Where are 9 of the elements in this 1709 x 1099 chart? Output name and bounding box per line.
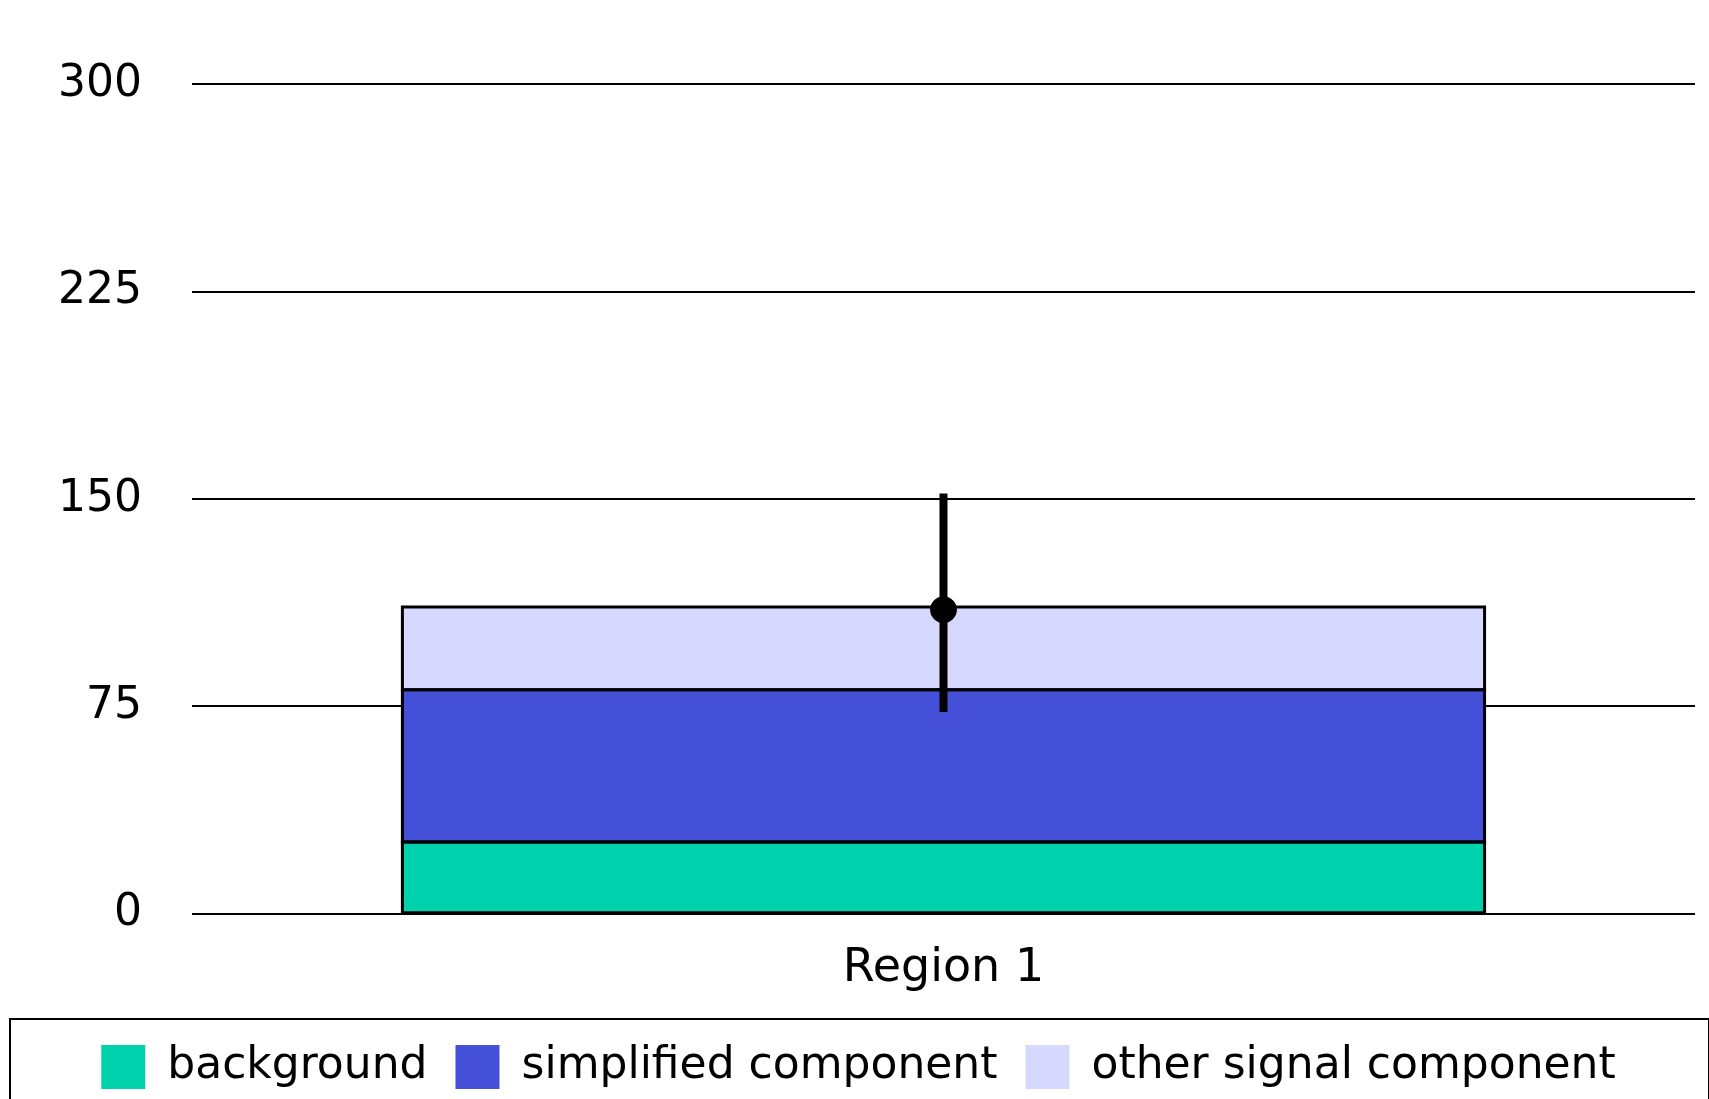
legend-label: other signal component — [1091, 1037, 1616, 1089]
y-tick-label: 150 — [58, 469, 142, 521]
y-tick-label: 75 — [85, 676, 142, 728]
y-tick-label: 300 — [58, 54, 142, 106]
y-tick-label: 0 — [113, 884, 142, 936]
y-tick-label: 225 — [58, 262, 142, 314]
legend-label: simplified component — [521, 1037, 998, 1089]
x-tick-label: Region 1 — [842, 938, 1045, 993]
legend-label: background — [167, 1037, 428, 1089]
